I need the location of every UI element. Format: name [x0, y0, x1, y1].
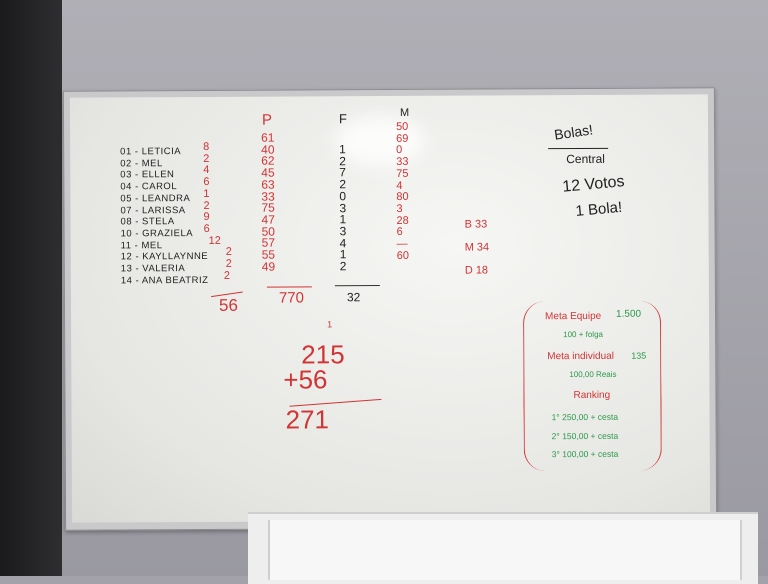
- count-value: 8: [203, 140, 210, 153]
- dark-curtain: [0, 0, 62, 576]
- name-item: 05 - LEANDRA: [120, 192, 191, 205]
- f-underline: [334, 285, 380, 287]
- p-header: P: [261, 111, 273, 129]
- m-value: 50: [396, 120, 409, 133]
- count-value: 6: [203, 222, 210, 235]
- ranking-1: 1° 250,00 + cesta: [551, 411, 619, 423]
- individual-goal-reward: 100,00 Reais: [569, 369, 617, 380]
- bonus-votes: 12 Votos: [561, 173, 626, 196]
- sum-mark: 1: [327, 319, 333, 330]
- count-total: 56: [218, 295, 238, 315]
- m-column: 50 69 0 33 75 4 80 3 28 6 — 60: [396, 120, 410, 262]
- goals-brace: [522, 300, 662, 472]
- name-item: 12 - KAYLLAYNNE: [120, 251, 209, 263]
- name-item: 03 - ELLEN: [120, 169, 175, 181]
- bonus-subtitle: Central: [566, 151, 605, 167]
- name-item: 14 - ANA BEATRIZ: [120, 274, 209, 287]
- ranking-2: 2° 150,00 + cesta: [551, 430, 619, 442]
- f-value: 2: [339, 259, 347, 274]
- count-value: 2: [225, 257, 232, 270]
- p-underline: [266, 286, 312, 288]
- name-item: 11 - MEL: [120, 239, 163, 252]
- summary-d: D 18: [464, 264, 489, 277]
- name-item: 08 - STELA: [120, 216, 175, 228]
- name-item: 10 - GRAZIELA: [120, 227, 194, 240]
- names-list: 01 - LETICIA 02 - MEL 03 - ELLEN 04 - CA…: [120, 146, 208, 287]
- m-value: 75: [396, 167, 409, 180]
- bonus-underline: [548, 147, 609, 150]
- bonus-ball: 1 Bola!: [574, 198, 623, 221]
- p-total: 770: [278, 289, 305, 307]
- m-header: M: [399, 106, 410, 119]
- ranking-prize: 250,00 + cesta: [562, 411, 619, 423]
- bonus-title: Bolas!: [553, 121, 594, 143]
- whiteboard-surface: 01 - LETICIA 02 - MEL 03 - ELLEN 04 - CA…: [69, 94, 711, 523]
- f-header: F: [338, 111, 347, 127]
- name-item: 02 - MEL: [120, 157, 163, 170]
- sum-result: 271: [285, 404, 330, 435]
- sum-addend-b: +56: [283, 364, 328, 395]
- name-item: 13 - VALERIA: [120, 263, 186, 275]
- count-value: 1: [203, 187, 210, 200]
- light-glare: [334, 115, 426, 167]
- team-goal-label: Meta Equipe: [545, 310, 602, 323]
- f-total: 32: [346, 290, 361, 305]
- name-item: 07 - LARISSA: [120, 204, 186, 216]
- p-column: 61 40 62 45 63 33 75 47 50 57 55 49: [261, 131, 276, 274]
- whiteboard: 01 - LETICIA 02 - MEL 03 - ELLEN 04 - CA…: [62, 87, 718, 531]
- summary-b: B 33: [464, 218, 488, 231]
- ranking-3: 3° 100,00 + cesta: [551, 448, 619, 460]
- individual-goal-value: 135: [631, 350, 647, 361]
- count-column: 8 2 4 6 1 2 9 6 12 2 2 2: [203, 140, 232, 283]
- summary-list: B 33 M 34 D 18: [465, 213, 490, 282]
- ranking-place: 2°: [551, 431, 560, 442]
- m-value: 3: [396, 202, 403, 215]
- team-goal-value: 1.500: [616, 308, 642, 320]
- ranking-place: 1°: [551, 412, 560, 423]
- name-item: 04 - CAROL: [120, 181, 178, 193]
- m-value: 60: [396, 249, 410, 262]
- ranking-prize: 150,00 + cesta: [562, 430, 619, 442]
- f-column: 1 2 7 2 0 3 1 3 4 1 2: [339, 142, 347, 274]
- count-value: 2: [223, 269, 230, 282]
- cabinet-front: [268, 520, 742, 580]
- team-goal-reward: 100 + folga: [563, 329, 603, 340]
- individual-goal-label: Meta individual: [547, 350, 614, 363]
- name-item: 01 - LETICIA: [120, 146, 182, 158]
- ranking-prize: 100,00 + cesta: [562, 448, 619, 460]
- ranking-label: Ranking: [573, 389, 611, 402]
- ranking-place: 3°: [551, 449, 560, 460]
- p-value: 49: [261, 259, 276, 274]
- summary-m: M 34: [464, 241, 490, 254]
